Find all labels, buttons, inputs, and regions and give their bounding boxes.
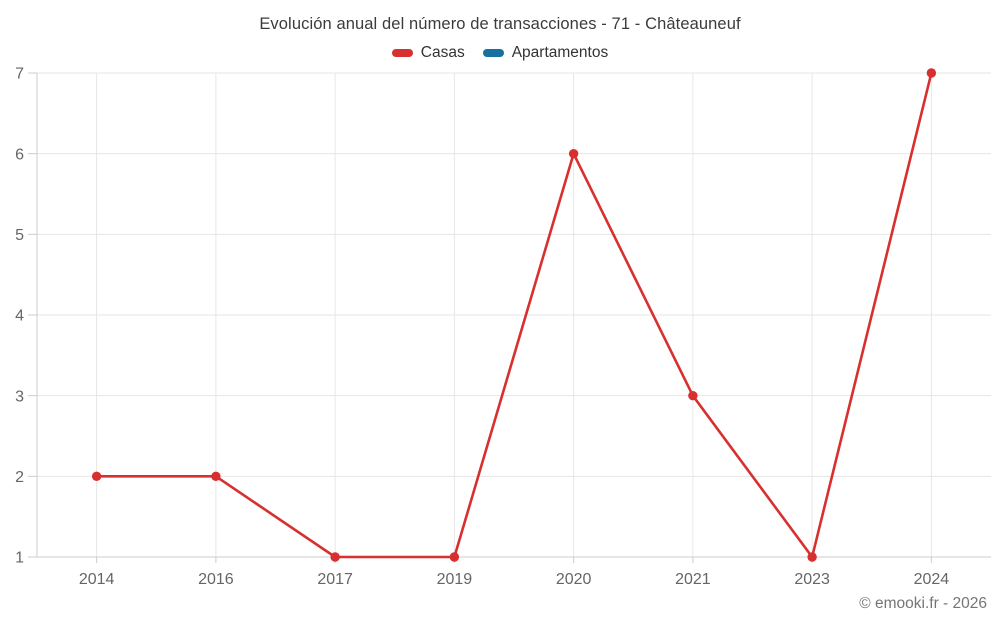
chart-title: Evolución anual del número de transaccio… xyxy=(259,15,741,33)
data-point-casas-2014[interactable] xyxy=(91,471,102,482)
legend-label-apartamentos: Apartamentos xyxy=(511,44,609,61)
legend-item-apartamentos[interactable]: Apartamentos xyxy=(482,44,609,62)
x-tick-label: 2020 xyxy=(556,571,592,588)
y-tick-label: 1 xyxy=(15,550,24,567)
y-tick-label: 6 xyxy=(15,146,24,163)
data-point-casas-2019[interactable] xyxy=(449,552,460,562)
series-line-casas xyxy=(95,71,933,559)
x-tick-label: 2016 xyxy=(198,571,234,588)
legend-item-casas[interactable]: Casas xyxy=(391,44,465,62)
data-point-casas-2024[interactable] xyxy=(926,68,937,78)
watermark: © emooki.fr - 2026 xyxy=(859,595,987,612)
y-tick-label: 7 xyxy=(15,66,24,83)
y-tick-label: 3 xyxy=(15,388,24,405)
x-tick-label: 2023 xyxy=(794,571,830,588)
data-point-casas-2021[interactable] xyxy=(688,390,698,401)
y-tick-label: 5 xyxy=(15,227,24,244)
x-tick-label: 2021 xyxy=(675,571,711,588)
data-point-casas-2023[interactable] xyxy=(807,552,817,562)
y-tick-label: 2 xyxy=(15,469,24,486)
data-point-casas-2020[interactable] xyxy=(568,148,579,159)
legend-swatch-casas xyxy=(391,49,413,57)
x-tick-label: 2019 xyxy=(437,571,473,588)
data-point-casas-2017[interactable] xyxy=(330,552,340,562)
chart-legend: Casas Apartamentos xyxy=(0,44,1000,62)
data-point-casas-2016[interactable] xyxy=(211,471,221,482)
x-tick-label: 2017 xyxy=(317,571,353,588)
x-tick-label: 2014 xyxy=(79,571,115,588)
y-tick-label: 4 xyxy=(15,308,24,325)
legend-label-casas: Casas xyxy=(420,44,465,61)
legend-swatch-apartamentos xyxy=(482,49,504,57)
x-tick-label: 2024 xyxy=(914,571,950,588)
